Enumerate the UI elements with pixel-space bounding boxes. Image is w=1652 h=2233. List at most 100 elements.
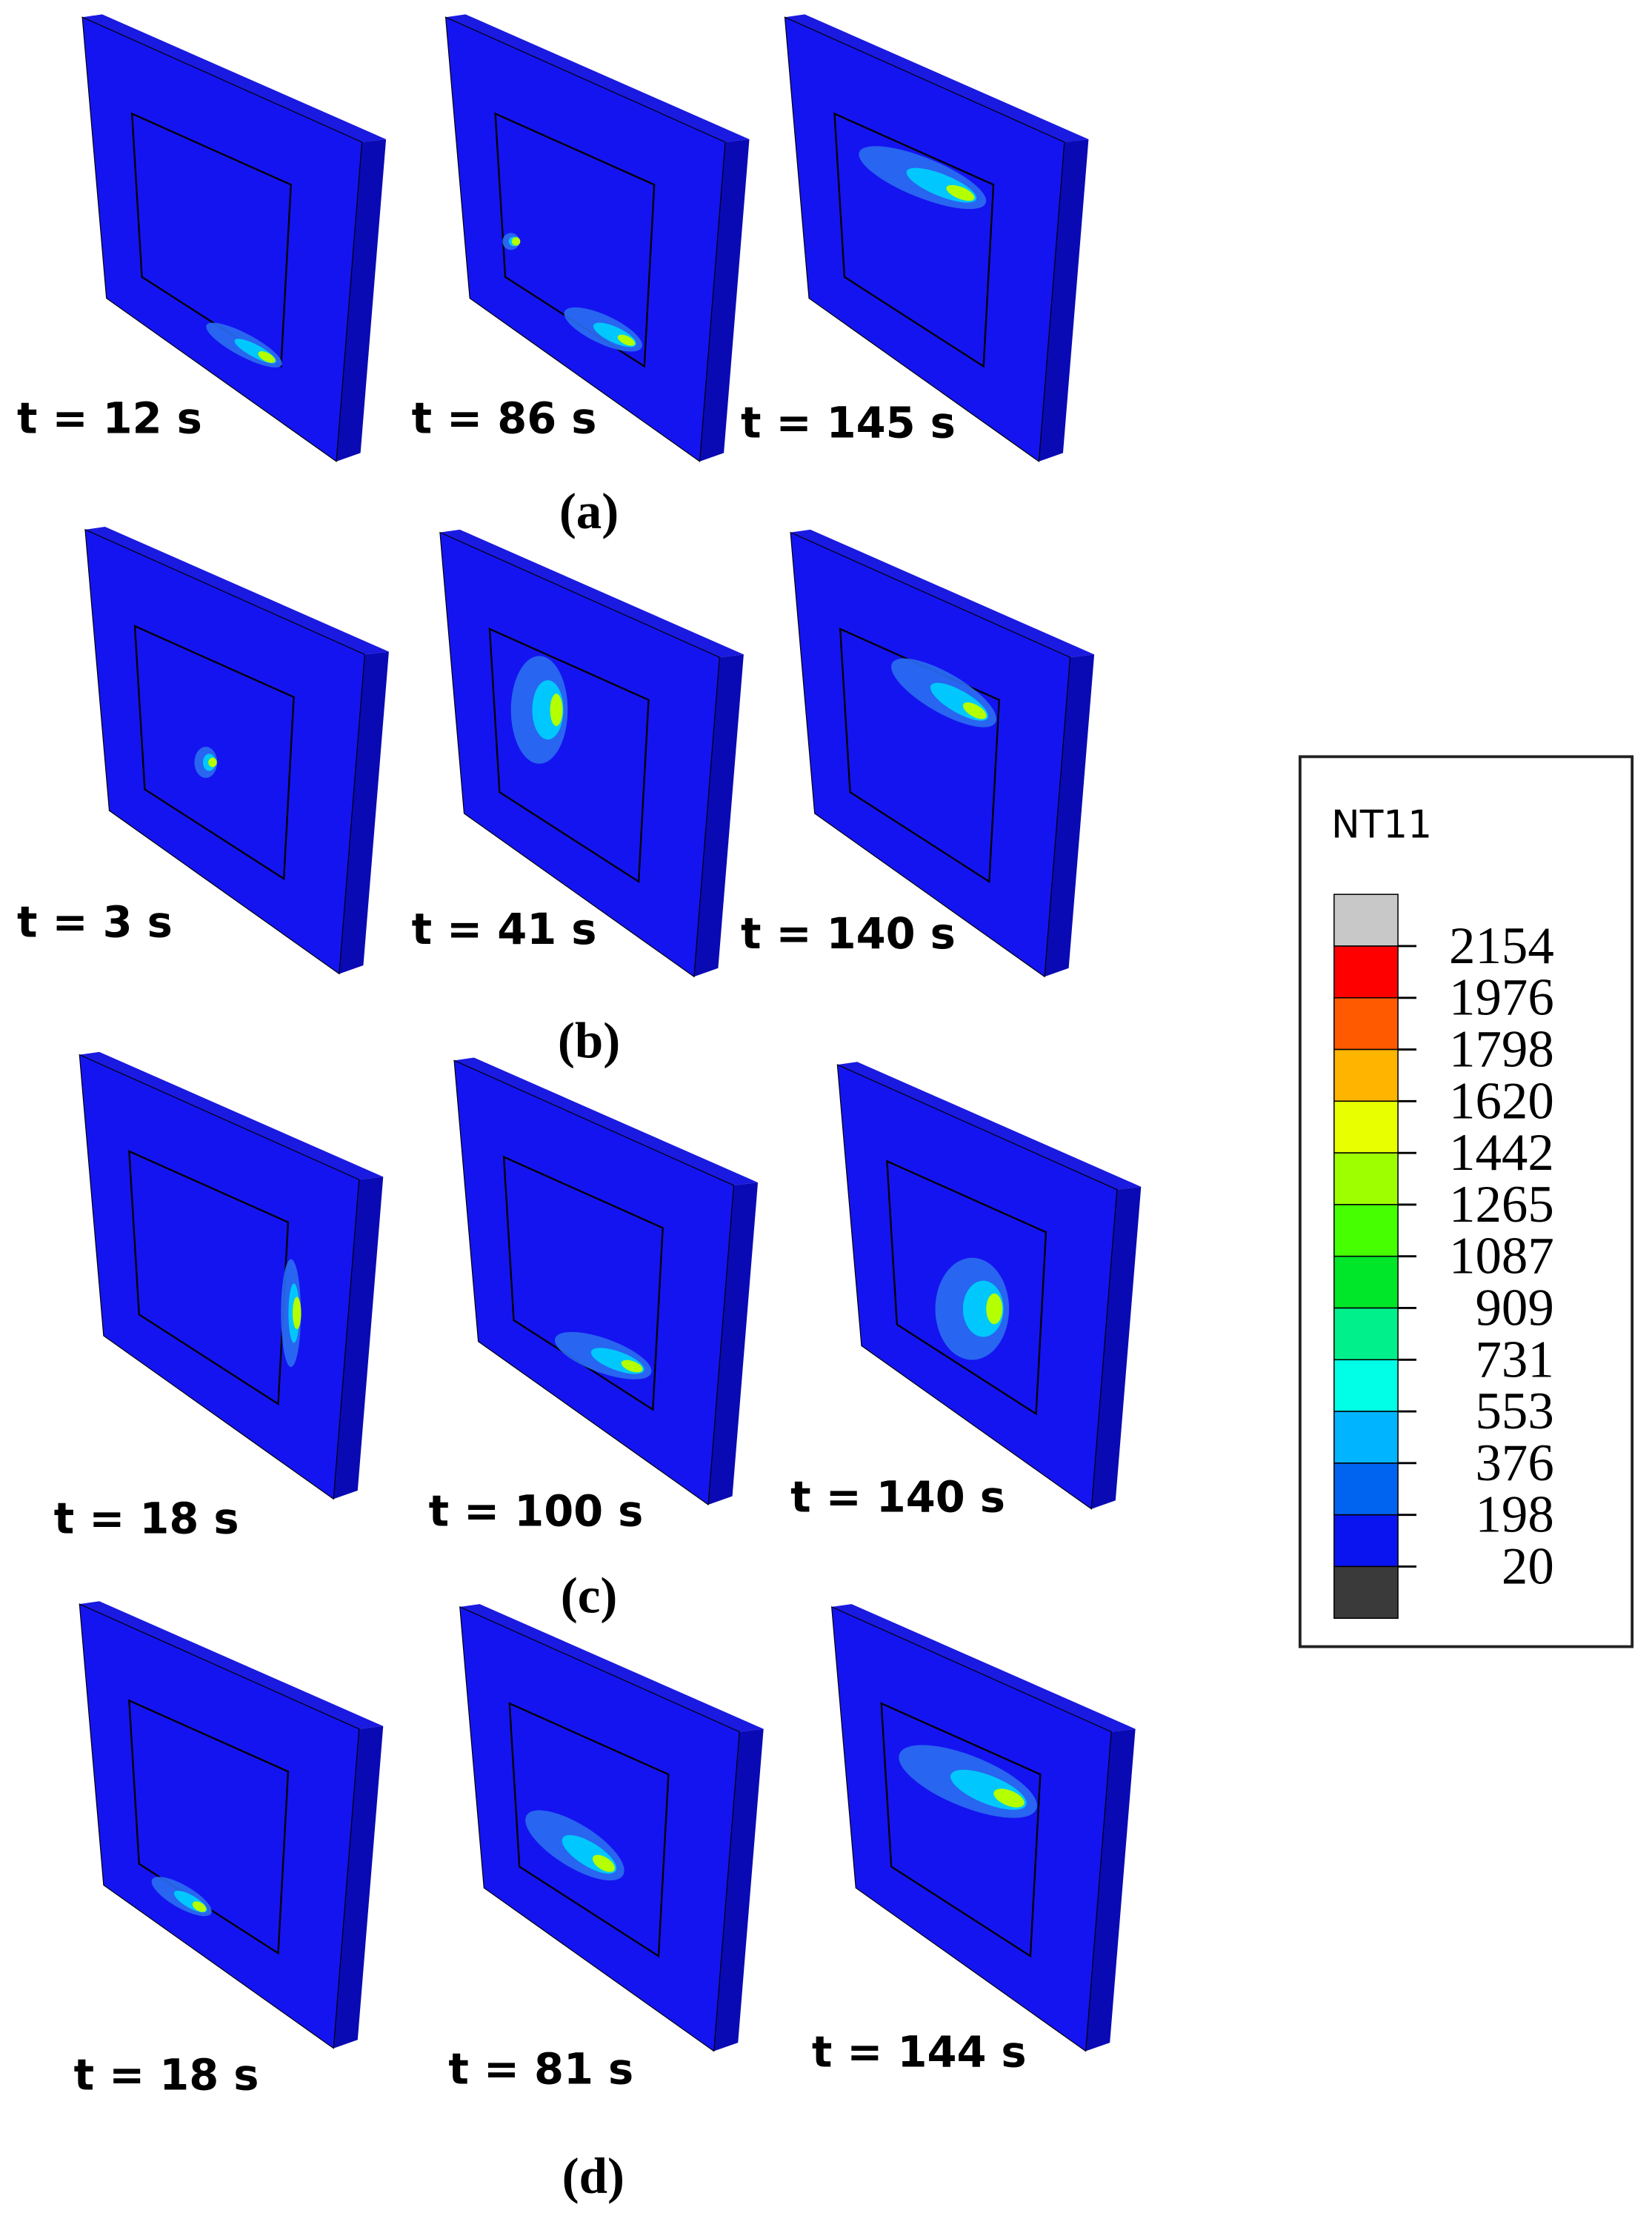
- plate-side: [693, 654, 744, 977]
- plate-front: [439, 531, 720, 978]
- legend-swatch: [1333, 893, 1399, 947]
- plate-front: [831, 1605, 1112, 2052]
- plate-top: [831, 1604, 1136, 1732]
- time-label: t = 144 s: [812, 2028, 1027, 2077]
- plate-side: [1045, 654, 1095, 977]
- inner-square: [128, 1150, 290, 1405]
- inner-square: [880, 1702, 1042, 1958]
- plate-front: [444, 16, 726, 462]
- inner-square: [833, 112, 995, 368]
- time-label: t = 18 s: [54, 1494, 239, 1543]
- heat-zone-core: [293, 1297, 302, 1330]
- plate-front: [81, 16, 363, 462]
- plate-front: [79, 1603, 360, 2049]
- plate-side: [1091, 1186, 1142, 1509]
- legend-label: 1087: [1449, 1228, 1554, 1285]
- plate-side: [699, 139, 750, 462]
- legend-swatch: [1333, 1307, 1399, 1361]
- plate-side: [1085, 1728, 1136, 2051]
- panel-label: (b): [558, 1012, 620, 1068]
- heat-zone-core: [511, 237, 521, 246]
- time-label: t = 3 s: [17, 898, 173, 948]
- panel-label: (d): [562, 2148, 625, 2204]
- time-label: t = 41 s: [412, 905, 597, 954]
- plate-side: [713, 1728, 764, 2051]
- plate-front: [459, 1605, 740, 2052]
- plate-top: [84, 526, 389, 655]
- plate-top: [837, 1062, 1142, 1190]
- legend-swatch: [1333, 1152, 1399, 1205]
- legend-label: 909: [1475, 1279, 1553, 1337]
- heat-zone-core: [192, 1901, 207, 1912]
- heat-zone-core: [986, 1293, 1003, 1325]
- legend-label: 731: [1475, 1331, 1553, 1388]
- plate-top: [785, 14, 1089, 142]
- legend-label: 1265: [1449, 1176, 1554, 1234]
- inner-square: [502, 1155, 664, 1411]
- legend-label: 1620: [1449, 1072, 1554, 1130]
- plate-front: [84, 528, 365, 975]
- plate-top: [79, 1601, 384, 1729]
- legend-swatch: [1333, 1100, 1399, 1154]
- heat-zone-core: [592, 1854, 615, 1872]
- legend-label: 20: [1502, 1537, 1554, 1595]
- time-label: t = 140 s: [741, 909, 956, 959]
- plate-side: [339, 651, 389, 974]
- legend-swatch: [1333, 1462, 1399, 1516]
- legend-label: 1976: [1449, 969, 1554, 1027]
- time-label: t = 145 s: [741, 398, 956, 447]
- heat-zone-core: [258, 351, 276, 363]
- legend-swatch: [1333, 996, 1399, 1051]
- plate-side: [336, 139, 387, 462]
- plate-front: [784, 16, 1065, 462]
- time-label: t = 12 s: [17, 394, 202, 444]
- plate-front: [453, 1059, 735, 1506]
- time-label: t = 86 s: [412, 394, 597, 444]
- legend-label: 1798: [1449, 1021, 1554, 1079]
- plate-front: [79, 1054, 360, 1500]
- panel-label: (a): [559, 483, 619, 539]
- inner-square: [133, 625, 295, 881]
- plate-top: [454, 1057, 759, 1185]
- plate-side: [333, 1726, 384, 2049]
- plate-top: [439, 529, 744, 658]
- time-label: t = 100 s: [429, 1487, 644, 1537]
- legend-swatch: [1333, 1048, 1399, 1102]
- legend-label: 376: [1475, 1434, 1553, 1492]
- heat-zone-core: [621, 1360, 643, 1373]
- legend-swatch: [1333, 945, 1399, 999]
- legend-swatch: [1333, 1204, 1399, 1257]
- time-label: t = 81 s: [448, 2045, 633, 2094]
- heat-zone-core: [208, 757, 217, 768]
- plate-top: [82, 14, 387, 142]
- plate-top: [459, 1604, 764, 1732]
- legend-swatch: [1333, 1359, 1399, 1412]
- plate-top: [79, 1051, 384, 1180]
- plate-side: [707, 1182, 759, 1505]
- time-label: t = 18 s: [74, 2050, 259, 2100]
- inner-square: [508, 1702, 670, 1958]
- heat-zone-core: [550, 693, 563, 726]
- legend-label: 198: [1475, 1486, 1553, 1544]
- inner-square: [128, 1699, 290, 1955]
- legend-label: 2154: [1449, 917, 1554, 975]
- heat-zone-core: [993, 1788, 1025, 1808]
- time-label: t = 140 s: [790, 1473, 1005, 1522]
- panel-label: (c): [561, 1568, 618, 1624]
- heat-zone-core: [946, 184, 975, 201]
- inner-square: [130, 112, 292, 368]
- plate-side: [1039, 139, 1089, 462]
- inner-square: [886, 1159, 1048, 1416]
- plate-front: [790, 531, 1071, 978]
- legend-title: NT11: [1331, 803, 1432, 848]
- heat-zone-core: [962, 702, 987, 719]
- inner-square: [494, 112, 656, 368]
- heat-zone-core: [617, 334, 636, 346]
- legend-label: 553: [1475, 1382, 1553, 1440]
- plate-side: [333, 1177, 384, 1500]
- inner-square: [488, 628, 650, 883]
- legend-swatch: [1333, 1255, 1399, 1309]
- legend-swatch: [1333, 1565, 1399, 1620]
- legend-label: 1442: [1449, 1124, 1554, 1182]
